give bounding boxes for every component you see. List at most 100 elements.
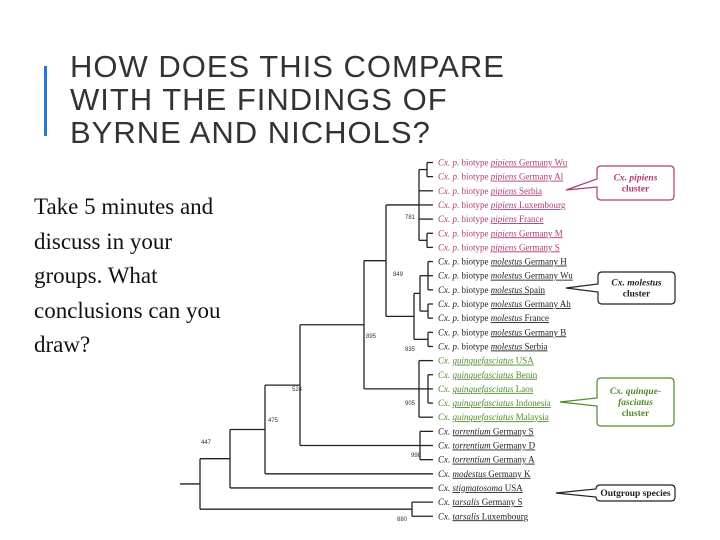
- taxon-label-part: molestus: [491, 271, 525, 281]
- taxon-label-part: biotype: [462, 285, 491, 295]
- bootstrap-value: 998: [411, 453, 422, 459]
- taxon-label-part: Germany H: [525, 257, 568, 267]
- taxon-label-part: Germany A: [493, 455, 535, 465]
- bootstrap-value: 835: [405, 347, 416, 353]
- taxon-label-part: biotype: [462, 200, 491, 210]
- bootstrap-value: 524: [292, 387, 303, 393]
- taxon-label: Cx. modestus Germany K: [438, 469, 531, 479]
- bootstrap-value: 475: [268, 418, 279, 424]
- taxon-label-part: Germany S: [519, 242, 560, 252]
- callout-label: cluster: [623, 290, 651, 300]
- taxon-label-part: Germany S: [493, 426, 534, 436]
- taxon-label-part: Germany S: [482, 497, 523, 507]
- taxon-label-part: quinquefasciatus: [453, 398, 516, 408]
- taxon-label: Cx. quinquefasciatus Laos: [438, 384, 534, 394]
- taxon-label-part: p.: [452, 242, 462, 252]
- taxon-label-part: quinquefasciatus: [453, 412, 516, 422]
- taxon-label-part: Benin: [516, 370, 538, 380]
- taxon-label-part: Cx.: [438, 469, 453, 479]
- taxon-label-part: torrentium: [453, 441, 493, 451]
- bootstrap-value: 781: [405, 215, 416, 221]
- taxon-label-part: pipiens: [490, 228, 519, 238]
- taxon-labels: Cx. p. biotype pipiens Germany Wu Cx. p.…: [438, 158, 573, 522]
- taxon-label-part: Cx.: [438, 299, 453, 309]
- taxon-label-part: Laos: [516, 384, 534, 394]
- body-line-2: discuss in your: [34, 228, 172, 254]
- taxon-label-part: Germany B: [525, 327, 567, 337]
- taxon-label-part: Cx.: [438, 327, 453, 337]
- slide-title: HOW DOES THIS COMPARE WITH THE FINDINGS …: [70, 50, 630, 149]
- taxon-label-part: p.: [452, 341, 462, 351]
- taxon-label-part: Cx.: [438, 172, 453, 182]
- taxon-label-part: biotype: [462, 271, 491, 281]
- taxon-label-part: p.: [452, 214, 462, 224]
- taxon-label: Cx. p. biotype molestus Germany B: [438, 327, 566, 337]
- taxon-label-part: pipiens: [490, 186, 519, 196]
- taxon-label-part: Cx.: [438, 285, 453, 295]
- bootstrap-value: 880: [397, 517, 408, 523]
- taxon-label-part: quinquefasciatus: [453, 356, 516, 366]
- taxon-label: Cx. quinquefasciatus Indonesia: [438, 398, 551, 408]
- taxon-label-part: Cx.: [438, 158, 453, 168]
- taxon-label-part: Malaysia: [516, 412, 549, 422]
- taxon-label: Cx. p. biotype molestus France: [438, 313, 549, 323]
- taxon-label-part: Germany Al: [519, 172, 564, 182]
- taxon-label-part: p.: [452, 257, 462, 267]
- taxon-label-part: molestus: [491, 285, 525, 295]
- callout-bubble: [565, 165, 675, 201]
- taxon-label-part: modestus: [453, 469, 489, 479]
- taxon-label: Cx. p. biotype molestus Spain: [438, 285, 546, 295]
- taxon-label-part: p.: [452, 228, 462, 238]
- taxon-label-part: biotype: [462, 186, 491, 196]
- taxon-label-part: molestus: [491, 341, 525, 351]
- title-line-3: BYRNE AND NICHOLS?: [70, 115, 431, 150]
- bootstrap-value: 895: [366, 334, 377, 340]
- taxon-label: Cx. p. biotype pipiens Germany Al: [438, 172, 564, 182]
- taxon-label-part: quinquefasciatus: [453, 370, 516, 380]
- taxon-label: Cx. p. biotype pipiens Germany S: [438, 242, 560, 252]
- taxon-label-part: biotype: [462, 341, 491, 351]
- taxon-label-part: pipiens: [490, 172, 519, 182]
- taxon-label-part: p.: [452, 271, 462, 281]
- taxon-label: Cx. p. biotype molestus Serbia: [438, 341, 548, 351]
- taxon-label: Cx. quinquefasciatus Malaysia: [438, 412, 549, 422]
- taxon-label: Cx. p. biotype pipiens France: [438, 214, 544, 224]
- taxon-label-part: biotype: [462, 172, 491, 182]
- taxon-label-part: biotype: [462, 158, 491, 168]
- tree-branches: [180, 161, 433, 517]
- callout-label: cluster: [622, 185, 650, 195]
- taxon-label-part: torrentium: [453, 426, 493, 436]
- taxon-label-part: Serbia: [519, 186, 542, 196]
- callout-label: Outgroup species: [600, 489, 671, 499]
- taxon-label-part: Cx.: [438, 384, 453, 394]
- taxon-label-part: Cx.: [438, 511, 453, 521]
- callout-label: Cx. molestus: [611, 279, 661, 289]
- body-line-4: conclusions can you: [34, 297, 221, 323]
- taxon-label-part: tarsalis: [453, 497, 482, 507]
- taxon-label: Cx. stigmatosoma USA: [438, 483, 523, 493]
- taxon-label-part: Cx.: [438, 200, 453, 210]
- taxon-label-part: biotype: [462, 242, 491, 252]
- callout-label: fasciatus: [618, 398, 653, 408]
- taxon-label: Cx. p. biotype molestus Germany Wu: [438, 271, 573, 281]
- taxon-label: Cx. p. biotype molestus Germany H: [438, 257, 567, 267]
- taxon-label-part: Germany M: [519, 228, 563, 238]
- taxon-label: Cx. tarsalis Luxembourg: [438, 511, 529, 521]
- taxon-label-part: Germany K: [488, 469, 531, 479]
- taxon-label-part: Germany D: [493, 441, 536, 451]
- callout-label: cluster: [622, 409, 650, 419]
- taxon-label-part: Cx.: [438, 441, 453, 451]
- taxon-label: Cx. p. biotype pipiens Luxembourg: [438, 200, 566, 210]
- taxon-label: Cx. p. biotype pipiens Germany Wu: [438, 158, 568, 168]
- taxon-label: Cx. p. biotype pipiens Serbia: [438, 186, 542, 196]
- taxon-label-part: molestus: [491, 257, 525, 267]
- title-line-1: HOW DOES THIS COMPARE: [70, 49, 505, 84]
- taxon-label: Cx. tarsalis Germany S: [438, 497, 523, 507]
- taxon-label: Cx. quinquefasciatus Benin: [438, 370, 538, 380]
- body-line-5: draw?: [34, 332, 91, 357]
- taxon-label-part: molestus: [491, 299, 525, 309]
- taxon-label-part: pipiens: [490, 200, 519, 210]
- bootstrap-value: 905: [405, 401, 416, 407]
